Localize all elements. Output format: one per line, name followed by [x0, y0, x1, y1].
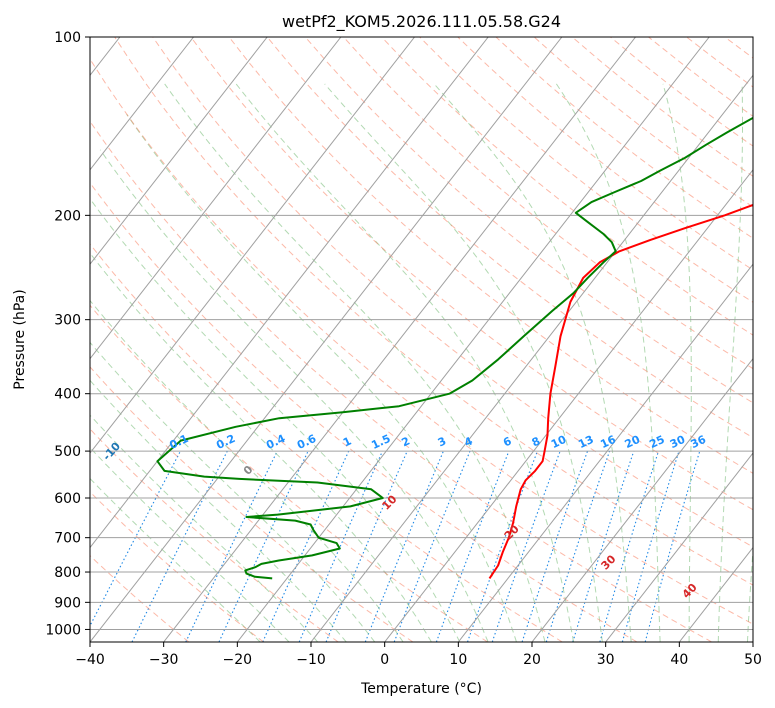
y-axis-label: Pressure (hPa): [12, 289, 28, 389]
moist-adiabat-line: [747, 543, 753, 642]
x-tick-label: 20: [523, 652, 541, 668]
y-tick-label: 600: [54, 491, 81, 507]
x-tick-label: −40: [75, 652, 105, 668]
isotherm-line: [384, 168, 753, 642]
moist-adiabats: [90, 83, 753, 642]
moist-adiabat-line: [324, 83, 603, 642]
chart-title: wetPf2_KOM5.2026.111.05.58.G24: [282, 12, 561, 32]
y-tick-label: 800: [54, 565, 81, 581]
isotherm-line: [236, 37, 710, 642]
isotherm-line: [531, 357, 753, 642]
moist-adiabat-line: [555, 83, 661, 642]
x-tick-label: 0: [380, 652, 389, 668]
mixing-ratio-line: [599, 450, 660, 642]
dry-adiabat-line: [419, 37, 753, 303]
x-axis-label: Temperature (°C): [360, 681, 482, 697]
mixing-ratio-label: 13: [576, 433, 595, 451]
grid-lines: [90, 37, 753, 642]
isotherm-line: [163, 37, 636, 642]
y-tick-label: 700: [54, 531, 81, 547]
moist-adiabat-line: [90, 252, 432, 642]
isotherm-line: [90, 37, 489, 549]
x-tick-label: 40: [670, 652, 688, 668]
mixing-ratio-label: 25: [647, 433, 666, 451]
temperature-profile: [488, 203, 753, 579]
dry-adiabat-line: [90, 58, 753, 625]
plot-area: 0.10.20.40.611.52346810131620253036-100-…: [90, 37, 753, 642]
mixing-ratio-label: 20: [623, 433, 643, 451]
isotherm-line: [457, 263, 753, 642]
moist-adiabat-line: [90, 414, 319, 642]
isotherm-line: [90, 37, 194, 171]
y-tick-label: 900: [54, 595, 81, 611]
dry-adiabat-line: [90, 181, 638, 642]
isotherm-line: [90, 37, 342, 360]
x-tick-label: 10: [449, 652, 467, 668]
dry-adiabat-line: [228, 37, 753, 474]
mixing-ratio-label: 30: [668, 433, 688, 451]
isotherm-line: [90, 37, 563, 642]
dry-adiabat-line: [381, 37, 753, 336]
y-tick-label: 200: [54, 208, 81, 224]
y-tick-label: 1000: [45, 622, 81, 638]
moist-adiabat-line: [662, 83, 692, 642]
dry-adiabat-line: [90, 243, 563, 642]
sounding-profiles: [156, 116, 753, 580]
moist-adiabat-line: [126, 113, 517, 642]
mixing-ratio-line: [572, 450, 635, 642]
isotherm-line: [605, 452, 753, 642]
isotherm-line: [310, 74, 753, 642]
moist-adiabat-line: [235, 83, 575, 642]
mixing-ratio-line: [435, 450, 510, 642]
mixing-ratio-line: [521, 450, 589, 642]
y-tick-label: 300: [54, 313, 81, 329]
mixing-ratio-label: 16: [598, 433, 618, 451]
dry-adiabat-line: [90, 120, 712, 642]
y-tick-label: 500: [54, 444, 81, 460]
moist-adiabat-line: [90, 477, 261, 642]
x-tick-label: −20: [223, 652, 253, 668]
x-tick-label: 30: [597, 652, 615, 668]
y-axis-ticks: 100 200 300 400 500 600 700 800 900 1000: [45, 30, 90, 638]
mixing-ratio-label: 10: [549, 433, 569, 451]
mixing-ratio-line: [262, 450, 350, 642]
moist-adiabat-line: [90, 379, 347, 642]
mixing-ratio-line: [325, 450, 408, 642]
isotherm-line: [90, 37, 415, 454]
mixing-ratio-line: [298, 450, 384, 642]
mixing-ratio-line: [466, 450, 538, 642]
dry-adiabats: [90, 37, 753, 642]
y-tick-label: 400: [54, 387, 81, 403]
x-tick-label: 50: [744, 652, 762, 668]
dry-adiabat-line: [190, 37, 753, 511]
mixing-ratio-line: [491, 450, 561, 642]
dry-adiabat-line: [90, 428, 339, 642]
axes-frame: [89, 36, 754, 643]
mixing-ratio-line: [621, 450, 680, 642]
x-tick-label: −30: [149, 652, 179, 668]
dry-adiabat-line: [90, 554, 190, 642]
moist-adiabat-line: [90, 197, 461, 642]
dry-adiabat-line: [114, 37, 753, 586]
mixing-ratio-line: [545, 450, 611, 642]
y-tick-label: 100: [54, 30, 81, 46]
moist-adiabat-line: [717, 83, 743, 642]
moist-adiabat-line: [164, 83, 546, 642]
isotherm-line: [90, 37, 268, 266]
x-axis-ticks: −40 −30 −20 −10 0 10 20 30 40 50: [75, 642, 762, 668]
mixing-ratio-label: 36: [689, 433, 709, 451]
mixing-ratio-line: [364, 450, 444, 642]
dewpoint-profile: [156, 116, 753, 580]
x-tick-label: −10: [296, 652, 326, 668]
moist-adiabat-line: [90, 341, 376, 642]
dry-adiabat-line: [152, 37, 753, 548]
moist-adiabat-line: [433, 83, 632, 642]
dry-adiabat-line: [90, 304, 488, 642]
moist-adiabat-line: [90, 299, 404, 642]
